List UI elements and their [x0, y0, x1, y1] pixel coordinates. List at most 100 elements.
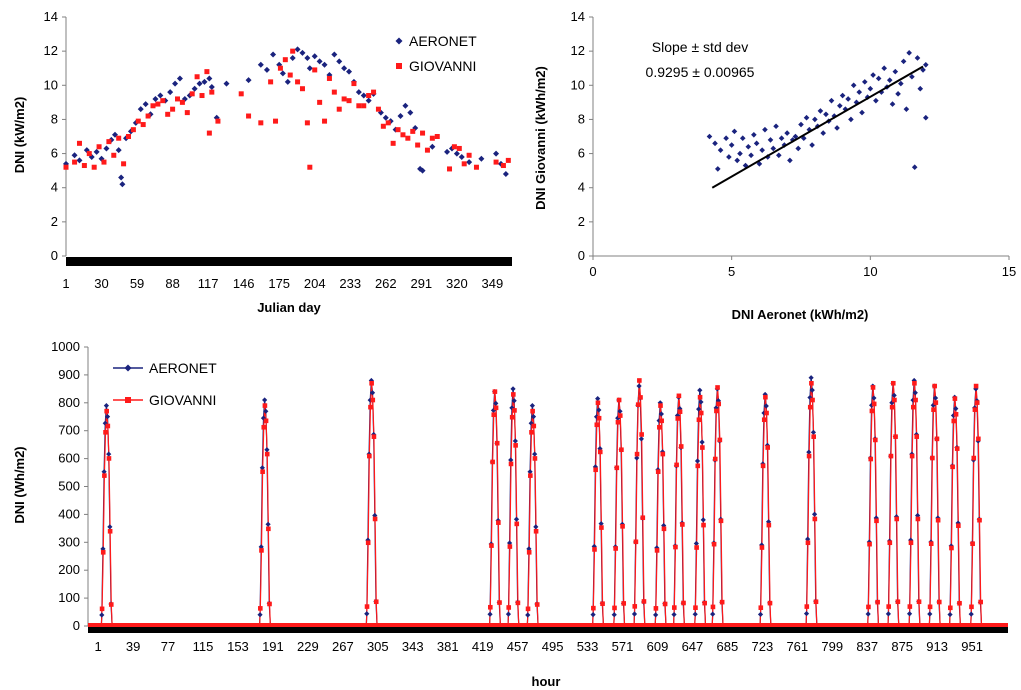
chart3-point-giovanni: [674, 463, 679, 468]
chart2-point: [773, 123, 779, 129]
chart3-point-giovanni: [595, 422, 600, 427]
chart3-point-giovanni: [681, 601, 686, 606]
chart3-point-giovanni: [809, 381, 814, 386]
chart3-point-giovanni: [513, 443, 518, 448]
chart1-point-aeronet: [116, 147, 122, 153]
chart2-point: [837, 103, 843, 109]
chart2-point: [887, 77, 893, 83]
chart1-point-giovanni: [155, 102, 160, 107]
chart3-point-giovanni: [891, 381, 896, 386]
chart3-point-giovanni: [367, 454, 372, 459]
chart3-point-giovanni: [889, 454, 894, 459]
chart3-point-giovanni: [761, 464, 766, 469]
chart1-xtick-label: 1: [62, 276, 69, 291]
chart3-point-giovanni: [713, 457, 718, 462]
chart3-point-giovanni: [514, 522, 519, 527]
chart2-point: [809, 142, 815, 148]
chart2-xtick-label: 10: [863, 264, 877, 279]
chart1-point-giovanni: [467, 153, 472, 158]
chart3-point-aeronet: [671, 612, 676, 617]
chart3-point-giovanni: [266, 526, 271, 531]
chart3-ytick-label: 800: [58, 395, 80, 410]
chart1-point-giovanni: [209, 90, 214, 95]
chart3-point-giovanni: [917, 599, 922, 604]
chart3-xtick-label: 495: [542, 639, 564, 654]
chart1-point-giovanni: [290, 49, 295, 54]
chart1-point-aeronet: [346, 69, 352, 75]
chart2-point: [892, 69, 898, 75]
chart3-point-giovanni: [529, 430, 534, 435]
chart3-point-giovanni: [108, 529, 113, 534]
chart1-x-axis-band: [66, 257, 512, 266]
chart3-point-aeronet: [697, 388, 702, 393]
chart3-point-giovanni: [267, 602, 272, 607]
chart2-point: [862, 79, 868, 85]
chart1-point-giovanni: [190, 91, 195, 96]
chart3-ytick-label: 900: [58, 367, 80, 382]
chart3-point-aeronet: [695, 458, 700, 463]
chart3-point-giovanni: [949, 546, 954, 551]
chart3-point-aeronet: [532, 451, 537, 456]
chart3-point-giovanni: [489, 543, 494, 548]
chart3-point-giovanni: [616, 420, 621, 425]
chart3-point-giovanni: [971, 456, 976, 461]
chart2-xtick-label: 0: [589, 264, 596, 279]
chart1-point-giovanni: [126, 134, 131, 139]
chart3-point-giovanni: [866, 605, 871, 610]
chart3-point-giovanni: [259, 548, 264, 553]
chart1-point-aeronet: [429, 144, 435, 150]
chart3-point-giovanni: [908, 604, 913, 609]
chart2-point: [870, 72, 876, 78]
chart3-point-aeronet: [701, 517, 706, 522]
chart3-point-aeronet: [927, 611, 932, 616]
chart3-point-aeronet: [809, 375, 814, 380]
chart1-point-giovanni: [396, 127, 401, 132]
chart3-xtick-label: 799: [821, 639, 843, 654]
chart3-point-giovanni: [490, 460, 495, 465]
chart3-point-giovanni: [932, 384, 937, 389]
chart1-xtick-label: 349: [482, 276, 504, 291]
chart3-point-aeronet: [262, 397, 267, 402]
chart3-point-giovanni: [867, 542, 872, 547]
chart3-point-giovanni: [592, 547, 597, 552]
chart3-legend-marker-giovanni: [125, 397, 131, 403]
chart3-point-giovanni: [637, 378, 642, 383]
chart2-point: [818, 108, 824, 114]
chart1-point-giovanni: [106, 139, 111, 144]
chart3-xtick-label: 115: [193, 639, 214, 654]
chart3-ytick-label: 200: [58, 562, 80, 577]
chart3-point-giovanni: [370, 398, 375, 403]
chart2-point: [881, 65, 887, 71]
chart1-point-giovanni: [215, 119, 220, 124]
chart3-point-giovanni: [638, 395, 643, 400]
chart3-x-axis-band: [88, 627, 1008, 633]
chart3-point-giovanni: [260, 469, 265, 474]
chart3-point-giovanni: [888, 540, 893, 545]
chart3-point-giovanni: [617, 398, 622, 403]
chart2-point: [726, 154, 732, 160]
chart1-point-aeronet: [336, 58, 342, 64]
chart3-point-giovanni: [977, 518, 982, 523]
chart3-point-aeronet: [533, 524, 538, 529]
chart1-point-giovanni: [474, 165, 479, 170]
chart3-point-giovanni: [506, 605, 511, 610]
chart1-point-giovanni: [141, 122, 146, 127]
chart2-point: [748, 152, 754, 158]
chart3-point-giovanni: [929, 541, 934, 546]
chart3-xtick-label: 685: [717, 639, 739, 654]
chart1-point-aeronet: [94, 149, 100, 155]
chart3-point-giovanni: [661, 452, 666, 457]
chart1-point-giovanni: [366, 93, 371, 98]
chart3-point-aeronet: [886, 611, 891, 616]
chart1-point-giovanni: [381, 124, 386, 129]
chart1-xtick-label: 262: [375, 276, 397, 291]
chart-dni-julian-day: 0 2 4 6 8 10 12 14 1 30 59 88 117 146 175 204 233 262 291 3…: [44, 9, 512, 291]
chart3-point-giovanni: [871, 385, 876, 390]
chart1-point-aeronet: [264, 67, 270, 73]
chart1-point-aeronet: [270, 52, 276, 58]
chart3-point-giovanni: [814, 599, 819, 604]
chart2-point: [787, 158, 793, 164]
chart1-point-giovanni: [77, 141, 82, 146]
chart1-point-giovanni: [200, 93, 205, 98]
chart1-point-aeronet: [304, 55, 310, 61]
